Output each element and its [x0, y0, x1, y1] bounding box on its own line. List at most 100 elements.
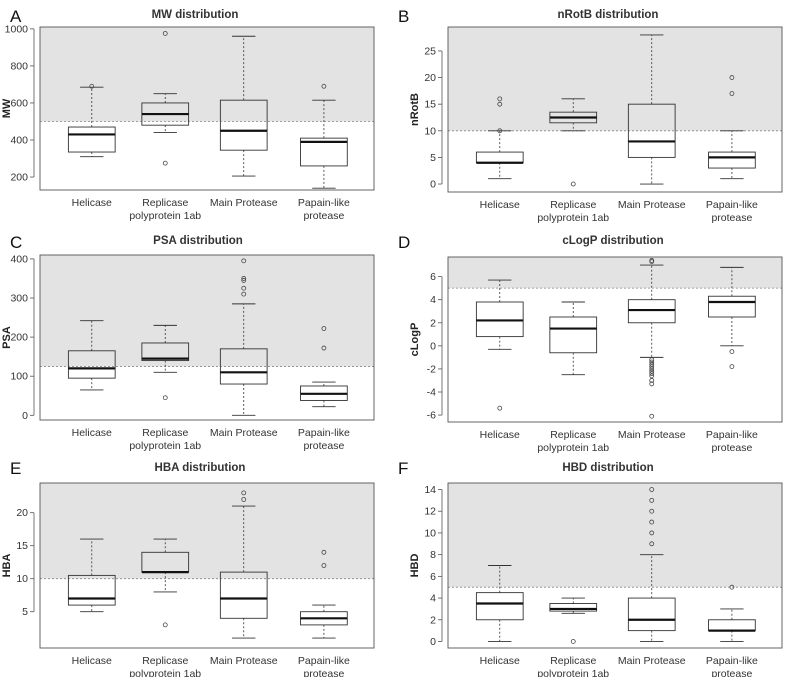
outlier-point [321, 549, 327, 555]
y-tick-label: 2 [430, 317, 436, 329]
outlier-point [649, 530, 655, 536]
y-tick-label: 1000 [5, 23, 29, 35]
category-label: Papain-like [706, 655, 758, 667]
category-label: Papain-like [298, 427, 350, 439]
outlier-point [649, 487, 655, 492]
iqr-box [475, 151, 524, 164]
box-2 [549, 301, 598, 376]
iqr-box [475, 301, 524, 338]
box-3 [219, 258, 268, 416]
iqr-box [627, 299, 676, 324]
box-1 [475, 565, 524, 642]
category-label: Replicase [142, 197, 188, 209]
outlier-point [162, 31, 168, 36]
outlier-point [241, 497, 247, 502]
box-1 [475, 279, 524, 411]
panel-E: E HBA distribution HBA 5 10 15 20 Helicase Repli… [1, 459, 375, 677]
category-label: Papain-like [298, 655, 350, 667]
category-label: protease [303, 210, 344, 222]
panel-letter: E [10, 459, 21, 478]
outlier-point [497, 128, 503, 134]
y-tick-label: 10 [16, 573, 28, 585]
box-4 [708, 584, 756, 642]
category-label: Helicase [72, 655, 112, 667]
outlier-point [570, 181, 576, 187]
iqr-box [708, 619, 756, 632]
category-label: polyprotein 1ab [129, 440, 201, 452]
category-label: polyprotein 1ab [537, 442, 609, 454]
box-3 [627, 487, 676, 642]
category-label: Helicase [480, 199, 520, 211]
iqr-box [219, 348, 268, 385]
iqr-box [627, 597, 676, 632]
category-label: protease [711, 442, 752, 454]
box-1 [67, 320, 116, 391]
panel-letter: F [398, 459, 408, 478]
panel-letter: A [10, 7, 22, 26]
y-tick-label: -4 [427, 387, 436, 399]
category-label: Helicase [480, 655, 520, 667]
y-tick-label: 4 [430, 593, 436, 605]
outlier-point [321, 345, 327, 351]
panel-title: HBA distribution [155, 462, 246, 474]
box-1 [475, 96, 524, 180]
outlier-point [649, 368, 655, 374]
outlier-point [162, 160, 168, 166]
outlier-point [729, 364, 735, 370]
y-tick-label: 5 [430, 152, 436, 164]
y-axis-label: HBD [409, 554, 421, 578]
outlier-point [649, 359, 655, 365]
box-3 [219, 490, 268, 639]
y-tick-label: 400 [10, 253, 28, 265]
panel-C: C PSA distribution PSA 0 100 200 300 400 Helicas… [1, 233, 375, 452]
category-label: Main Protease [618, 655, 686, 667]
outlier-point [649, 357, 655, 363]
outlier-point [162, 395, 168, 401]
threshold-shading [40, 483, 374, 579]
category-label: protease [303, 668, 344, 677]
outlier-point [649, 378, 655, 383]
outlier-point [649, 361, 655, 367]
panel-title: cLogP distribution [562, 235, 663, 247]
category-label: Main Protease [618, 199, 686, 211]
category-label: polyprotein 1ab [129, 210, 201, 222]
outlier-point [497, 101, 503, 107]
outlier-point [162, 622, 168, 628]
panel-letter: C [10, 233, 22, 252]
outlier-point [729, 584, 735, 590]
outlier-point [89, 83, 95, 89]
panel-A: A MW distribution MW 200 400 600 800 1000 Helica… [1, 7, 375, 222]
box-2 [549, 597, 598, 644]
plot-frame [447, 482, 783, 649]
y-tick-label: 20 [424, 72, 436, 84]
box-3 [627, 34, 676, 185]
box-3 [627, 258, 676, 419]
box-4 [300, 83, 348, 189]
category-label: Main Protease [210, 427, 278, 439]
plot-frame [39, 482, 375, 649]
y-tick-label: 25 [424, 45, 436, 57]
category-label: Papain-like [298, 197, 350, 209]
box-4 [708, 75, 756, 180]
iqr-box [141, 342, 190, 362]
iqr-box [549, 316, 598, 354]
y-tick-label: 12 [424, 506, 436, 518]
box-4 [300, 326, 348, 408]
box-1 [67, 83, 116, 158]
outlier-point [649, 519, 655, 525]
y-tick-label: 2 [430, 614, 436, 626]
iqr-box [475, 592, 524, 621]
y-tick-label: 0 [430, 340, 436, 352]
y-axis-label: nRotB [409, 93, 421, 126]
box-2 [141, 538, 190, 628]
category-label: Helicase [72, 197, 112, 209]
panel-title: PSA distribution [153, 235, 243, 247]
threshold-shading [40, 255, 374, 367]
threshold-shading [448, 257, 782, 289]
box-4 [708, 266, 756, 370]
category-label: polyprotein 1ab [537, 212, 609, 224]
outlier-point [649, 541, 655, 547]
iqr-box [300, 137, 348, 167]
